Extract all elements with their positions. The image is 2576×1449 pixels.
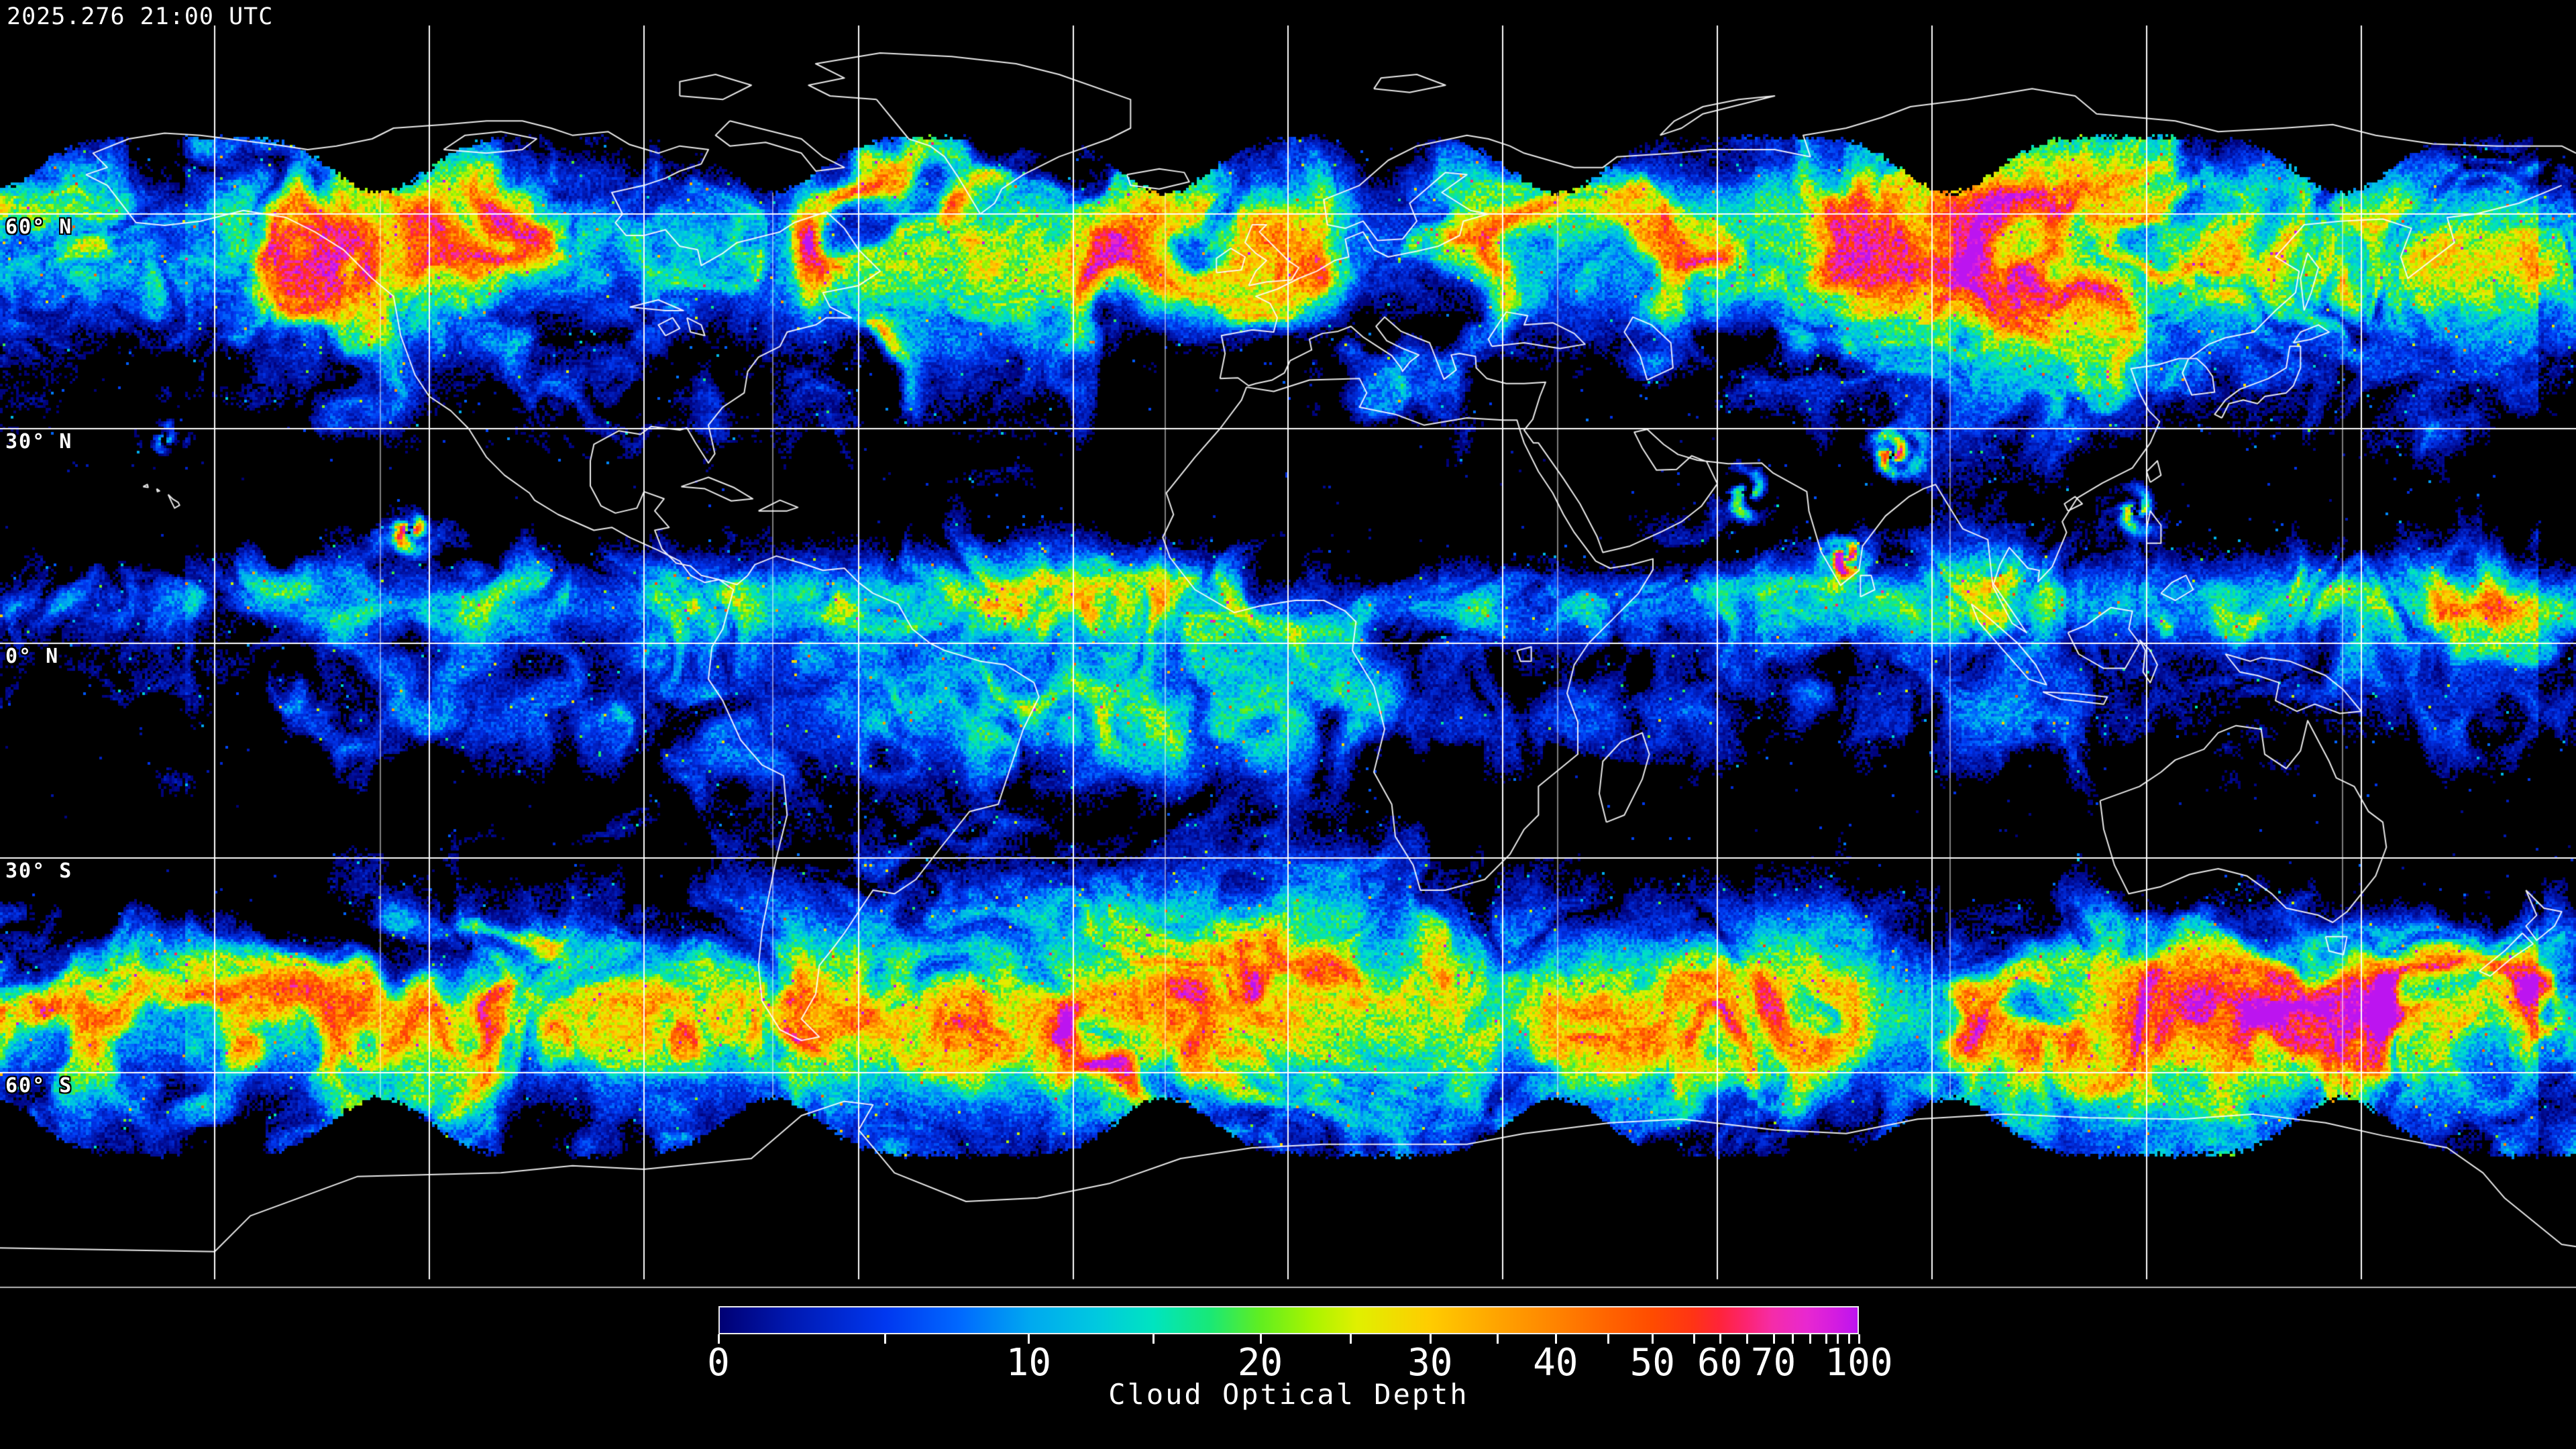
colorbar-tick — [1607, 1334, 1609, 1344]
colorbar-tick — [718, 1334, 720, 1344]
colorbar-tick — [884, 1334, 887, 1344]
colorbar-tick-label: 70 — [1750, 1341, 1796, 1385]
colorbar-tick-label: 10 — [1006, 1341, 1052, 1385]
colorbar-tick — [1028, 1334, 1030, 1344]
colorbar-tick — [1349, 1334, 1352, 1344]
colorbar-tick — [1554, 1334, 1557, 1344]
colorbar-tick-label: 50 — [1629, 1341, 1676, 1385]
colorbar-tick-label: 100 — [1825, 1341, 1893, 1385]
latitude-label-30n: 30° N — [5, 430, 73, 453]
colorbar-tick — [1809, 1334, 1811, 1344]
colorbar-tick — [1497, 1334, 1499, 1344]
colorbar-tick — [1693, 1334, 1695, 1344]
colorbar-tick-label: 0 — [707, 1341, 730, 1385]
latitude-label-60s: 60° S — [5, 1074, 73, 1097]
colorbar-gradient — [718, 1306, 1859, 1334]
timestamp: 2025.276 21:00 UTC — [7, 3, 274, 30]
colorbar-tick-label: 20 — [1237, 1341, 1283, 1385]
colorbar-tick — [1825, 1334, 1827, 1344]
colorbar-tick — [1746, 1334, 1749, 1344]
colorbar-tick — [1772, 1334, 1775, 1344]
colorbar-tick — [1152, 1334, 1155, 1344]
colorbar-tick — [1429, 1334, 1432, 1344]
colorbar-tick — [1719, 1334, 1721, 1344]
colorbar-tick — [1259, 1334, 1262, 1344]
colorbar-tick — [1847, 1334, 1850, 1344]
colorbar-tick — [1652, 1334, 1654, 1344]
colorbar-legend: 0 10 20 30 40 50 60 70 100 Cloud Optical Depth — [0, 0, 2576, 1411]
colorbar-tick-label: 30 — [1407, 1341, 1453, 1385]
latitude-label-60n: 60° N — [5, 215, 73, 239]
colorbar-tick-label: 40 — [1533, 1341, 1578, 1385]
colorbar-tick — [1836, 1334, 1839, 1344]
colorbar-tick-label: 60 — [1697, 1341, 1743, 1385]
latitude-label-0n: 0° N — [5, 645, 60, 668]
colorbar-tick — [1792, 1334, 1794, 1344]
latitude-label-30s: 30° S — [5, 859, 73, 883]
colorbar-title: Cloud Optical Depth — [1108, 1378, 1469, 1411]
colorbar-tick — [1858, 1334, 1860, 1344]
